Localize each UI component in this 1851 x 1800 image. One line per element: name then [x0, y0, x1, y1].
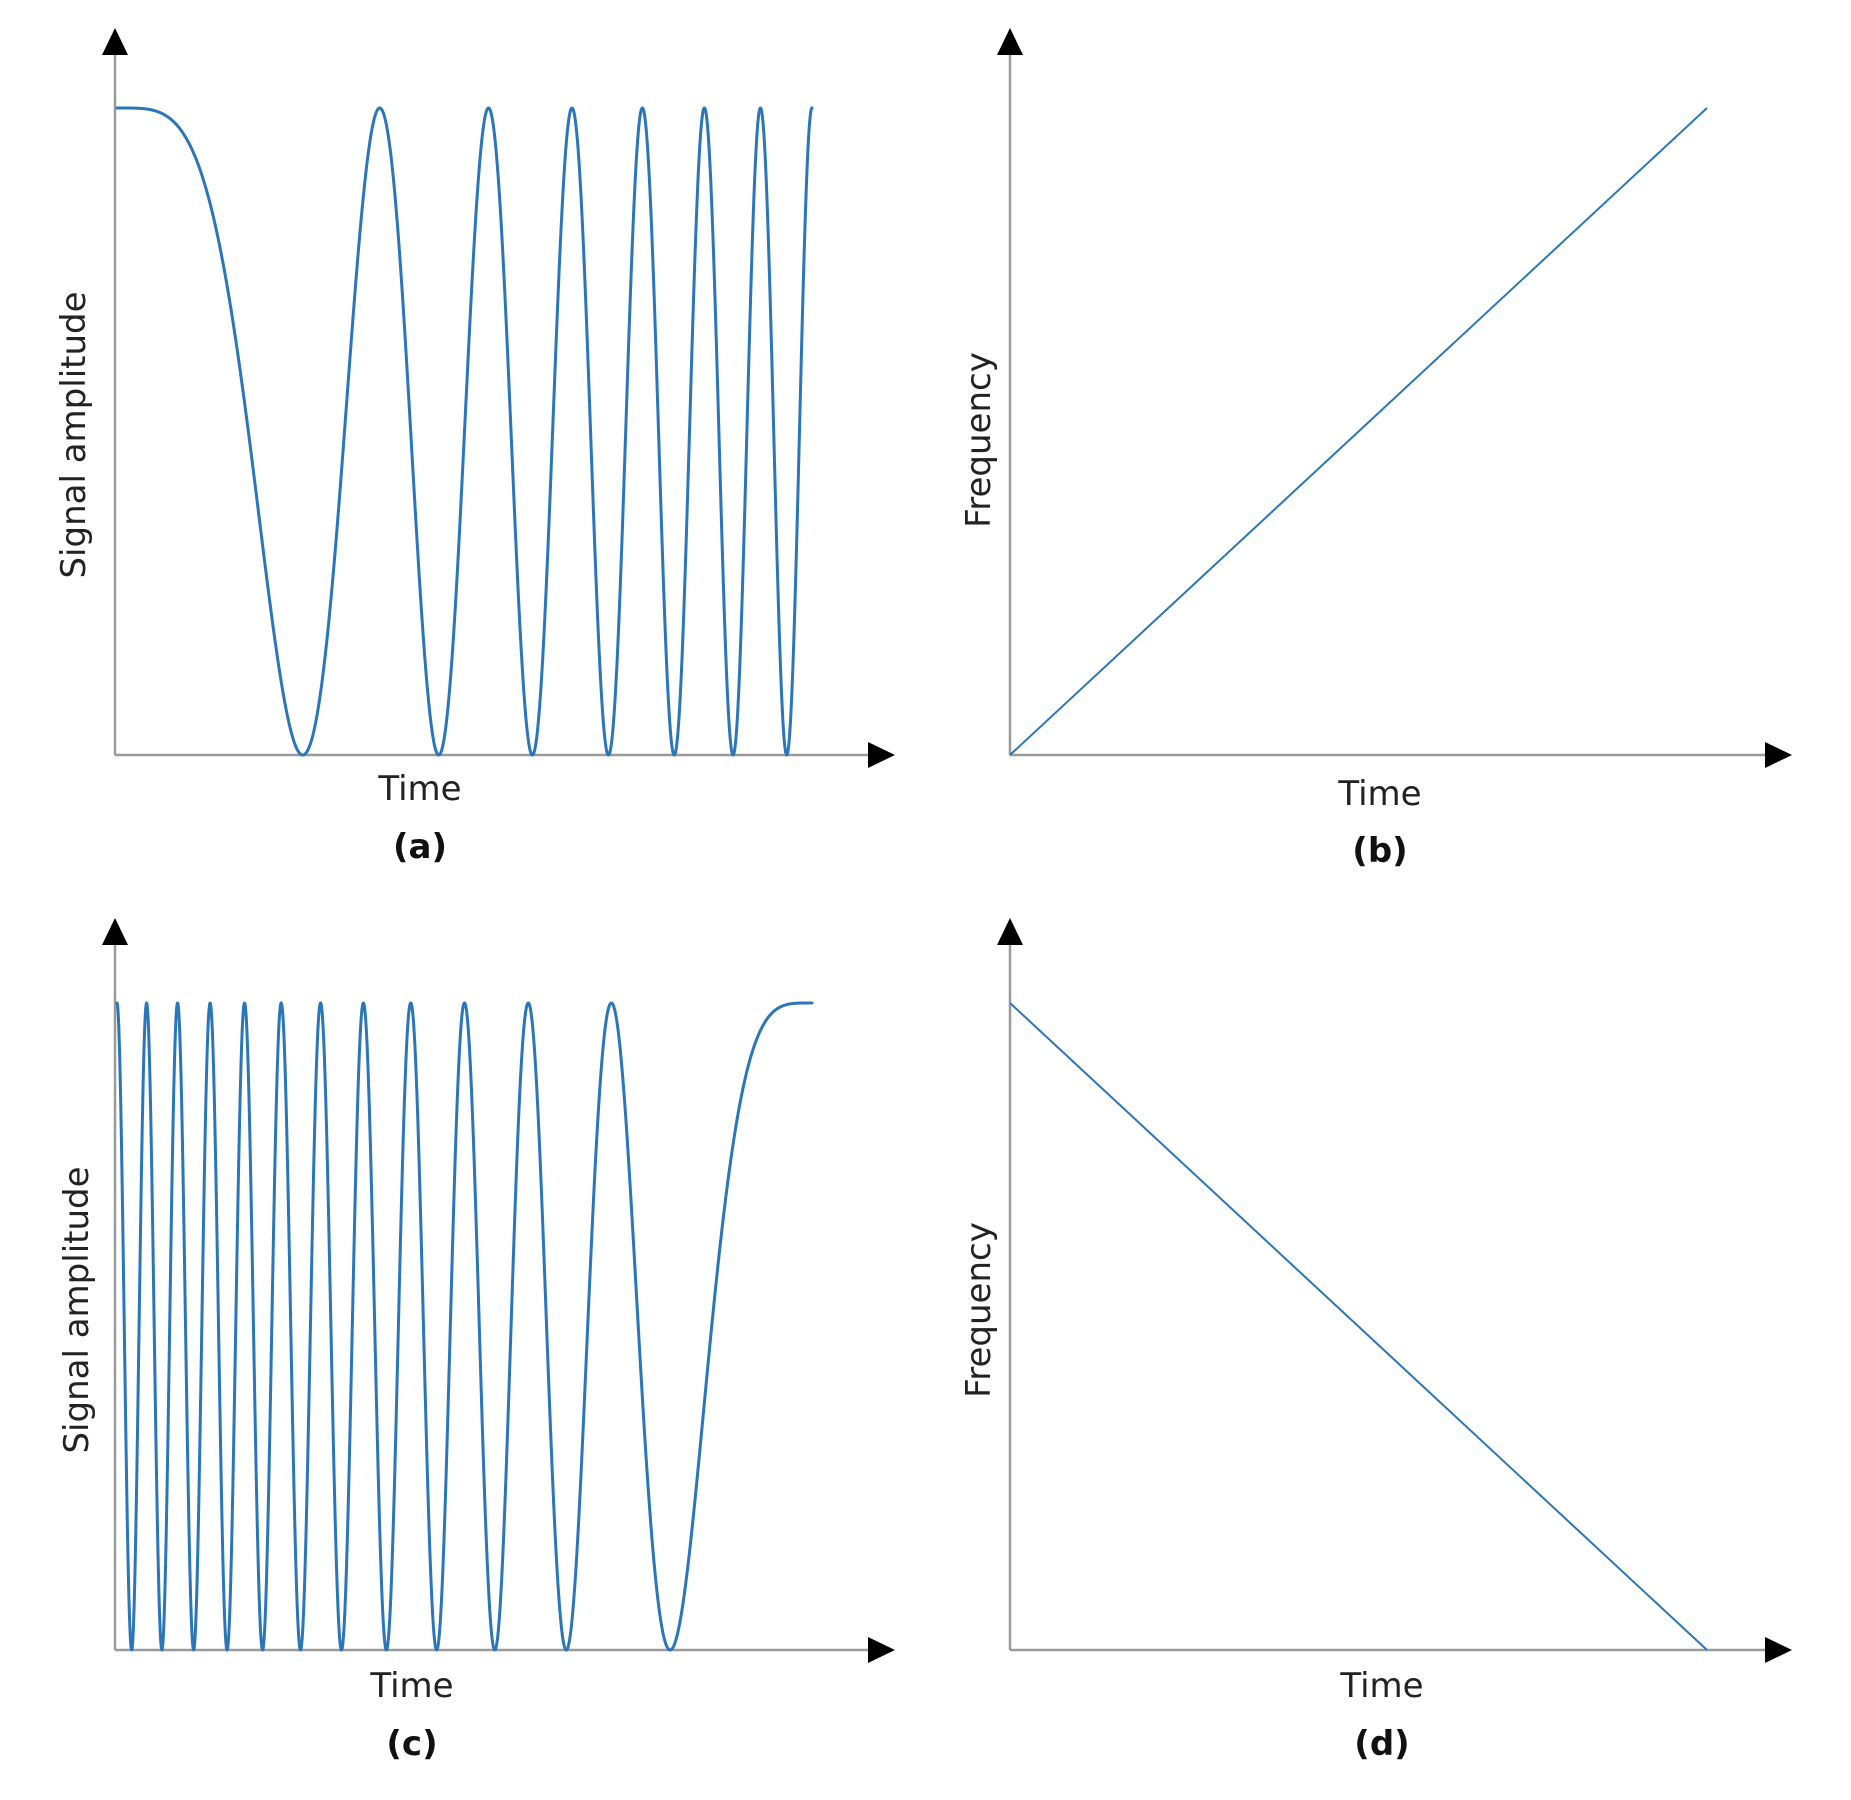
panel-b-x-arrow-icon	[1765, 742, 1792, 768]
panel-a-signal-line	[115, 106, 814, 757]
panel-a: Time Signal amplitude (a)	[54, 28, 895, 867]
panel-a-xlabel: Time	[377, 769, 461, 809]
panel-b-ylabel: Frequency	[959, 352, 999, 528]
panel-d-x-arrow-icon	[1765, 1637, 1792, 1663]
panel-d-y-arrow-icon	[997, 918, 1023, 945]
panel-a-x-arrow-icon	[868, 742, 895, 768]
panel-c-caption: (c)	[386, 1724, 437, 1764]
panel-a-y-arrow-icon	[102, 28, 128, 55]
panel-c: Time Signal amplitude (c)	[57, 918, 895, 1764]
panel-b: Time Frequency (b)	[959, 28, 1792, 871]
panel-c-x-arrow-icon	[868, 1637, 895, 1663]
panel-b-caption: (b)	[1352, 831, 1407, 871]
panel-a-caption: (a)	[393, 827, 447, 867]
panel-d-caption: (d)	[1354, 1724, 1409, 1764]
panel-d-frequency-line	[1009, 1002, 1708, 1651]
panel-c-y-arrow-icon	[102, 918, 128, 945]
panel-d-xlabel: Time	[1339, 1666, 1423, 1706]
panel-c-signal-line	[115, 1001, 814, 1652]
panel-c-ylabel: Signal amplitude	[57, 1166, 97, 1453]
panel-b-y-arrow-icon	[997, 28, 1023, 55]
panel-d: Time Frequency (d)	[959, 918, 1792, 1764]
panel-d-ylabel: Frequency	[959, 1222, 999, 1398]
panel-b-frequency-line	[1009, 107, 1708, 756]
panel-c-xlabel: Time	[369, 1666, 453, 1706]
panel-b-xlabel: Time	[1337, 774, 1421, 814]
panel-a-ylabel: Signal amplitude	[54, 291, 94, 578]
